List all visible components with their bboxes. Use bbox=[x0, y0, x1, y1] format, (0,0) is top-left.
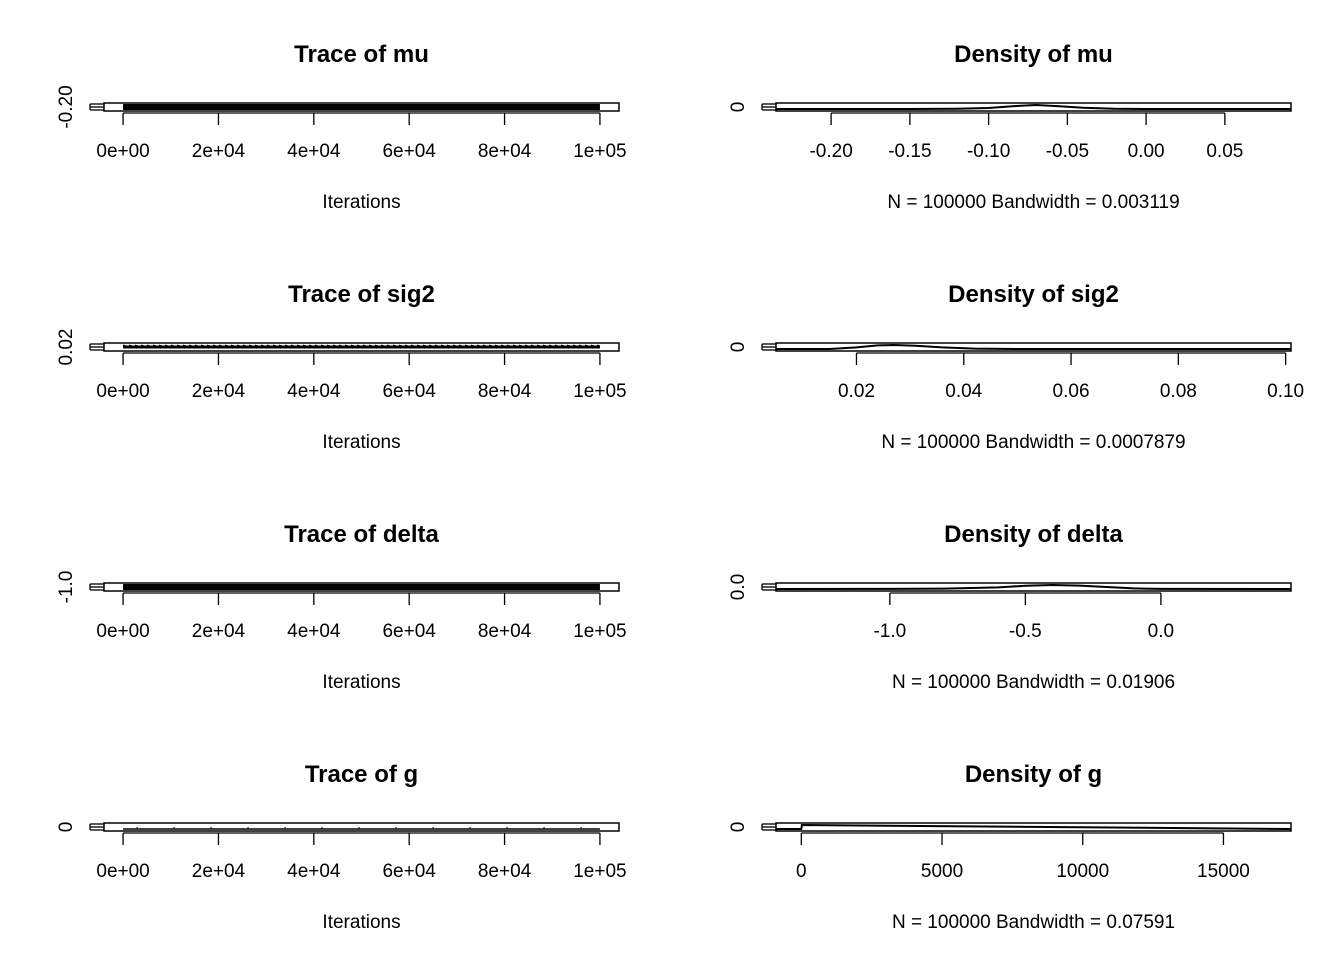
x-tick-label: 0.06 bbox=[1053, 381, 1090, 402]
x-tick-label: 0.05 bbox=[1206, 141, 1243, 162]
x-tick-label: -0.10 bbox=[967, 141, 1010, 162]
x-tick-label: 0.04 bbox=[945, 381, 982, 402]
x-axis-label: Iterations bbox=[322, 672, 400, 693]
x-tick-label: 6e+04 bbox=[382, 381, 436, 402]
x-tick-label: 8e+04 bbox=[478, 861, 532, 882]
trace-series bbox=[123, 584, 600, 590]
y-tick-label: 0.02 bbox=[56, 329, 77, 366]
x-tick-label: 2e+04 bbox=[192, 141, 246, 162]
x-tick-label: -0.20 bbox=[809, 141, 852, 162]
x-tick-label: 0e+00 bbox=[96, 621, 149, 642]
x-tick-label: 6e+04 bbox=[382, 621, 436, 642]
x-tick-label: 0.0 bbox=[1148, 621, 1174, 642]
panel-title: Density of g bbox=[965, 761, 1102, 788]
y-tick-label: -0.20 bbox=[56, 85, 77, 128]
x-axis-label: N = 100000 Bandwidth = 0.0007879 bbox=[881, 432, 1185, 453]
y-tick-label: 0 bbox=[728, 822, 749, 833]
x-axis-label: Iterations bbox=[322, 432, 400, 453]
x-axis-label: N = 100000 Bandwidth = 0.01906 bbox=[892, 672, 1175, 693]
panel-title: Trace of g bbox=[305, 761, 418, 788]
x-tick-label: 2e+04 bbox=[192, 381, 246, 402]
density-curve bbox=[776, 823, 1292, 830]
x-tick-label: 1e+05 bbox=[573, 621, 626, 642]
density-curve bbox=[775, 583, 1292, 590]
y-tick-label: -1.0 bbox=[56, 571, 77, 604]
x-tick-label: 2e+04 bbox=[192, 621, 246, 642]
x-tick-label: 4e+04 bbox=[287, 621, 341, 642]
x-tick-label: 4e+04 bbox=[287, 381, 341, 402]
x-axis-label: Iterations bbox=[322, 192, 400, 213]
panel-4: Density of sig2 0.02 0.04 0.06 0.08 0.10 0 N = … bbox=[728, 281, 1304, 453]
trace-series bbox=[123, 827, 600, 830]
x-axis-label: N = 100000 Bandwidth = 0.003119 bbox=[887, 192, 1179, 213]
panel-title: Density of delta bbox=[944, 521, 1123, 548]
x-tick-label: 1e+05 bbox=[573, 141, 626, 162]
x-tick-label: 0e+00 bbox=[96, 141, 149, 162]
panel-6: Density of delta -1.0 -0.5 0.0 0.0 N = 100000… bbox=[728, 521, 1292, 693]
x-tick-label: 0e+00 bbox=[96, 381, 149, 402]
x-tick-label: 0.08 bbox=[1160, 381, 1197, 402]
panel-title: Density of mu bbox=[954, 41, 1113, 68]
x-tick-label: 5000 bbox=[921, 861, 963, 882]
panel-title: Trace of delta bbox=[284, 521, 439, 548]
x-axis-label: N = 100000 Bandwidth = 0.07591 bbox=[892, 912, 1175, 933]
x-tick-label: 4e+04 bbox=[287, 861, 341, 882]
x-tick-label: 2e+04 bbox=[192, 861, 246, 882]
x-tick-label: 0.02 bbox=[838, 381, 875, 402]
x-tick-label: -1.0 bbox=[873, 621, 906, 642]
panel-7: Trace of g 0e+00 2e+04 4e+04 6e+04 8e+04 1e+05… bbox=[56, 761, 627, 933]
y-tick-label: 0.0 bbox=[728, 574, 749, 600]
x-tick-label: 0.10 bbox=[1267, 381, 1304, 402]
x-tick-label: 0e+00 bbox=[96, 861, 149, 882]
x-tick-label: -0.5 bbox=[1009, 621, 1042, 642]
x-tick-label: -0.05 bbox=[1046, 141, 1089, 162]
panel-8: Density of g 0 5000 10000 15000 0 N = 100000 B… bbox=[728, 761, 1292, 933]
panel-title: Trace of mu bbox=[294, 41, 429, 68]
panel-2: Density of mu -0.20 -0.15 -0.10 -0.05 0.00 0.0… bbox=[728, 41, 1292, 213]
panel-title: Trace of sig2 bbox=[288, 281, 435, 308]
x-tick-label: 0.00 bbox=[1128, 141, 1165, 162]
x-tick-label: -0.15 bbox=[888, 141, 931, 162]
density-curve bbox=[776, 343, 1291, 350]
panel-1: Trace of mu 0e+00 2e+04 4e+04 6e+04 8e+04 1e+0… bbox=[56, 41, 627, 213]
x-tick-label: 4e+04 bbox=[287, 141, 341, 162]
x-tick-label: 1e+05 bbox=[573, 861, 626, 882]
x-tick-label: 6e+04 bbox=[382, 141, 436, 162]
x-axis-label: Iterations bbox=[322, 912, 400, 933]
y-tick-label: 0 bbox=[728, 342, 749, 353]
trace-series bbox=[123, 104, 600, 110]
x-tick-label: 0 bbox=[796, 861, 807, 882]
panel-5: Trace of delta 0e+00 2e+04 4e+04 6e+04 8e+04 1… bbox=[56, 521, 627, 693]
x-tick-label: 6e+04 bbox=[382, 861, 436, 882]
panel-3: Trace of sig2 0e+00 2e+04 4e+04 6e+04 8e+04 1e… bbox=[56, 281, 627, 453]
trace-series bbox=[122, 344, 601, 349]
density-curve bbox=[776, 103, 1291, 110]
x-tick-label: 8e+04 bbox=[478, 141, 532, 162]
plot-frame bbox=[103, 822, 620, 832]
panel-title: Density of sig2 bbox=[948, 281, 1119, 308]
x-tick-label: 15000 bbox=[1197, 861, 1250, 882]
y-tick-label: 0 bbox=[56, 822, 77, 833]
y-tick-label: 0 bbox=[728, 102, 749, 113]
x-tick-label: 8e+04 bbox=[478, 621, 532, 642]
x-tick-label: 8e+04 bbox=[478, 381, 532, 402]
x-tick-label: 10000 bbox=[1056, 861, 1109, 882]
x-tick-label: 1e+05 bbox=[573, 381, 626, 402]
